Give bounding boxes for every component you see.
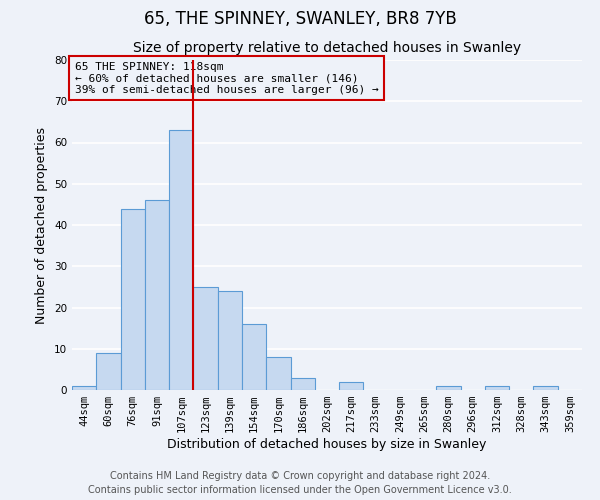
Bar	[121, 208, 145, 390]
Bar	[436, 386, 461, 390]
Bar	[145, 200, 169, 390]
Bar	[218, 291, 242, 390]
Text: 65 THE SPINNEY: 118sqm
← 60% of detached houses are smaller (146)
39% of semi-de: 65 THE SPINNEY: 118sqm ← 60% of detached…	[74, 62, 379, 95]
Bar	[339, 382, 364, 390]
Bar	[242, 324, 266, 390]
Bar	[533, 386, 558, 390]
Y-axis label: Number of detached properties: Number of detached properties	[35, 126, 49, 324]
X-axis label: Distribution of detached houses by size in Swanley: Distribution of detached houses by size …	[167, 438, 487, 451]
Text: 65, THE SPINNEY, SWANLEY, BR8 7YB: 65, THE SPINNEY, SWANLEY, BR8 7YB	[143, 10, 457, 28]
Title: Size of property relative to detached houses in Swanley: Size of property relative to detached ho…	[133, 40, 521, 54]
Bar	[266, 357, 290, 390]
Bar	[290, 378, 315, 390]
Bar	[72, 386, 96, 390]
Bar	[485, 386, 509, 390]
Text: Contains HM Land Registry data © Crown copyright and database right 2024.
Contai: Contains HM Land Registry data © Crown c…	[88, 471, 512, 495]
Bar	[96, 353, 121, 390]
Bar	[169, 130, 193, 390]
Bar	[193, 287, 218, 390]
